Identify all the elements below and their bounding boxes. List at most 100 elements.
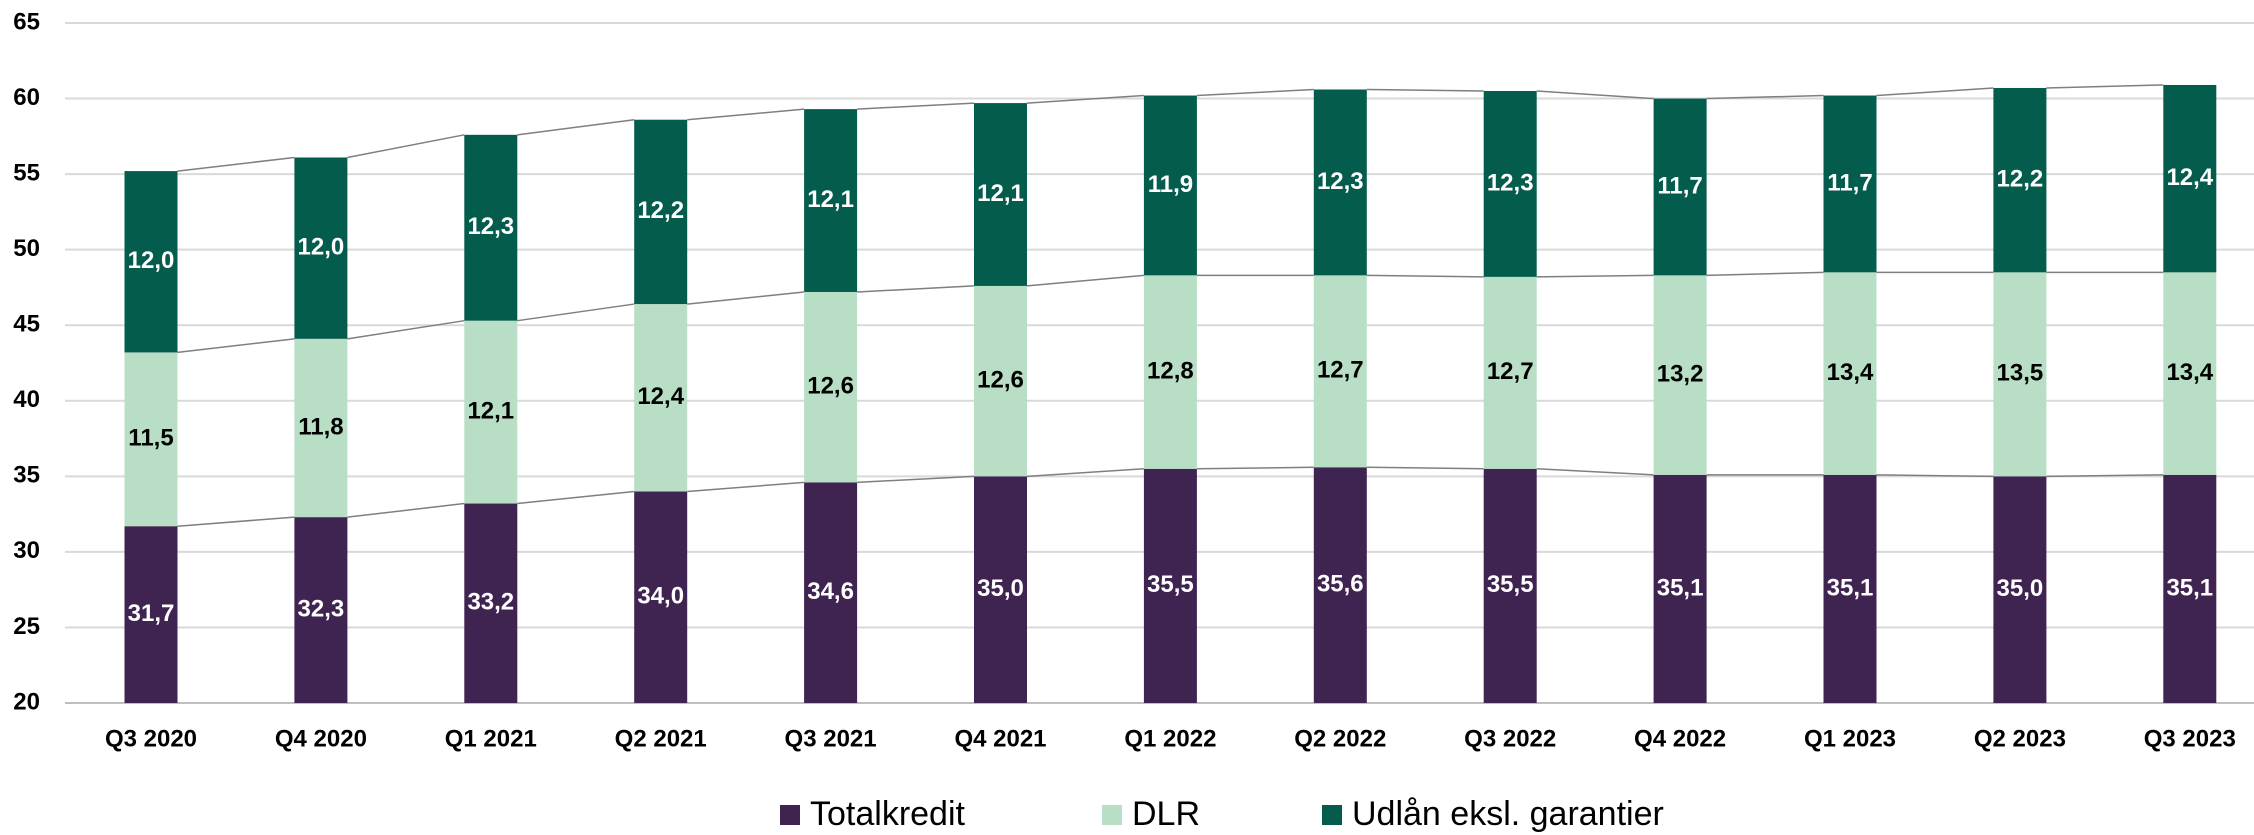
data-label: 13,2: [1657, 360, 1704, 387]
bar-segment: [464, 134, 518, 321]
series-connector: [2046, 84, 2164, 89]
bar-segment: [1483, 468, 1537, 703]
bar-segment: [124, 352, 178, 527]
data-label: 35,1: [1657, 574, 1704, 601]
series-connector: [1536, 274, 1654, 278]
series-connector: [1706, 94, 1824, 100]
data-label: 12,3: [1317, 168, 1364, 195]
bar-segment: [124, 171, 178, 353]
x-tick-label: Q2 2023: [1974, 725, 2066, 752]
data-label: 12,2: [637, 197, 684, 224]
bar-segment: [2163, 474, 2217, 703]
bar-segment: [294, 338, 348, 518]
y-tick-label: 40: [13, 386, 40, 413]
x-tick-label: Q2 2021: [615, 725, 707, 752]
bar-segment: [634, 119, 688, 305]
series-connector: [687, 291, 805, 305]
series-connector: [1026, 274, 1144, 287]
x-tick-label: Q1 2022: [1124, 725, 1216, 752]
bar-segment: [1653, 98, 1707, 276]
bar-segment: [1143, 468, 1197, 703]
bar-segment: [1483, 91, 1537, 277]
bar-segment: [1143, 275, 1197, 469]
bar-segment: [1823, 474, 1877, 703]
series-connector: [1536, 90, 1654, 100]
series-connector: [177, 338, 295, 354]
data-label: 12,4: [637, 383, 684, 410]
bar-segment: [464, 503, 518, 703]
data-label: 32,3: [298, 595, 345, 622]
x-tick-label: Q2 2022: [1294, 725, 1386, 752]
data-label: 33,2: [467, 589, 514, 616]
data-label: 11,8: [298, 413, 343, 440]
data-label: 12,1: [467, 397, 514, 424]
series-connector: [687, 481, 805, 493]
data-label: 11,5: [128, 425, 173, 452]
bar-segment: [974, 103, 1027, 286]
bar-segment: [1823, 272, 1877, 475]
data-label: 35,5: [1147, 571, 1194, 598]
bar-segment: [974, 285, 1027, 477]
data-label: 13,5: [1997, 360, 2044, 387]
bar-segment: [1313, 467, 1367, 703]
y-tick-label: 30: [13, 537, 40, 564]
series-connector: [687, 108, 805, 121]
data-label: 35,1: [1827, 574, 1874, 601]
bar-segment: [634, 491, 688, 703]
series-connector: [857, 102, 975, 110]
bar-segment: [1313, 89, 1367, 276]
series-connector: [1366, 274, 1484, 278]
x-tick-label: Q3 2022: [1464, 725, 1556, 752]
series-connector: [347, 502, 465, 518]
series-connector: [347, 134, 465, 159]
x-tick-label: Q3 2021: [785, 725, 877, 752]
bar-segment: [1823, 95, 1877, 273]
y-tick-label: 35: [13, 462, 40, 489]
bar-segment: [1483, 276, 1537, 469]
series-connector: [1876, 87, 1994, 97]
bar-segment: [804, 109, 858, 292]
data-label: 11,9: [1148, 171, 1193, 198]
series-connector: [1366, 466, 1484, 470]
data-label: 12,1: [977, 180, 1024, 207]
data-label: 12,3: [1487, 169, 1534, 196]
data-label: 35,6: [1317, 570, 1364, 597]
y-tick-label: 55: [13, 159, 40, 186]
data-label: 12,2: [1997, 165, 2044, 192]
legend-label: DLR: [1132, 795, 1200, 833]
legend-swatch: [780, 805, 800, 825]
series-connector: [347, 319, 465, 340]
data-label: 12,6: [977, 366, 1024, 393]
data-label: 35,5: [1487, 571, 1534, 598]
data-label: 12,1: [807, 186, 854, 213]
bar-segment: [124, 526, 178, 703]
series-connector: [517, 118, 635, 136]
bar-segment: [1993, 272, 2047, 477]
data-label: 31,7: [128, 600, 175, 627]
x-tick-label: Q3 2020: [105, 725, 197, 752]
bar-segment: [1653, 474, 1707, 703]
data-label: 35,0: [977, 575, 1024, 602]
legend-swatch: [1322, 805, 1342, 825]
bar-segment: [1993, 476, 2047, 703]
data-label: 11,7: [1657, 172, 1702, 199]
data-label: 12,0: [298, 233, 345, 260]
series-connector: [517, 303, 635, 322]
bar-segment: [294, 157, 348, 339]
series-connector: [517, 490, 635, 505]
data-label: 34,0: [637, 583, 684, 610]
data-label: 12,4: [2166, 164, 2213, 191]
bar-segment: [634, 304, 688, 492]
legend-swatch: [1102, 805, 1122, 825]
data-label: 12,7: [1317, 357, 1364, 384]
legend-label: Udlån eksl. garantier: [1352, 795, 1664, 833]
legend-label: Totalkredit: [810, 795, 966, 833]
bar-segment: [464, 320, 518, 504]
series-connector: [177, 156, 295, 172]
data-label: 13,4: [1827, 359, 1874, 386]
x-tick-label: Q1 2023: [1804, 725, 1896, 752]
data-label: 11,7: [1827, 169, 1872, 196]
y-tick-label: 50: [13, 235, 40, 262]
y-tick-label: 65: [13, 8, 40, 35]
